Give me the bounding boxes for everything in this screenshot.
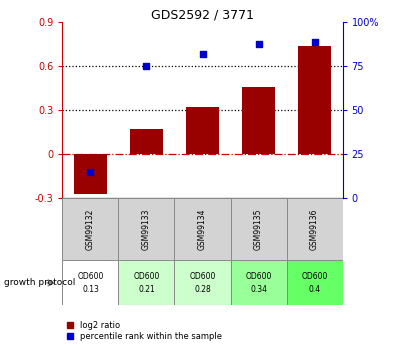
Bar	[62, 198, 118, 260]
Bar	[298, 46, 331, 155]
Text: OD600
0.4: OD600 0.4	[301, 272, 328, 294]
Title: GDS2592 / 3771: GDS2592 / 3771	[151, 8, 254, 21]
Bar	[287, 260, 343, 305]
Bar	[118, 260, 174, 305]
Bar	[74, 155, 107, 194]
Text: OD600
0.13: OD600 0.13	[77, 272, 104, 294]
Text: GSM99136: GSM99136	[310, 209, 319, 250]
Text: growth protocol: growth protocol	[4, 278, 75, 287]
Bar	[231, 260, 287, 305]
Bar	[118, 198, 174, 260]
Bar	[242, 87, 275, 155]
Text: OD600
0.34: OD600 0.34	[245, 272, 272, 294]
Point	[143, 63, 150, 69]
Bar	[174, 198, 231, 260]
Point	[87, 169, 93, 175]
Point	[256, 41, 262, 46]
Legend: log2 ratio, percentile rank within the sample: log2 ratio, percentile rank within the s…	[66, 321, 222, 341]
Bar	[130, 129, 163, 155]
Bar	[174, 260, 231, 305]
Point	[199, 51, 206, 57]
Bar	[186, 107, 219, 155]
Point	[312, 39, 318, 45]
Bar	[62, 260, 118, 305]
Text: GSM99132: GSM99132	[86, 209, 95, 250]
Text: GSM99133: GSM99133	[142, 209, 151, 250]
Text: OD600
0.28: OD600 0.28	[189, 272, 216, 294]
Text: OD600
0.21: OD600 0.21	[133, 272, 160, 294]
Bar	[287, 198, 343, 260]
Text: GSM99134: GSM99134	[198, 209, 207, 250]
Bar	[231, 198, 287, 260]
Text: GSM99135: GSM99135	[254, 209, 263, 250]
